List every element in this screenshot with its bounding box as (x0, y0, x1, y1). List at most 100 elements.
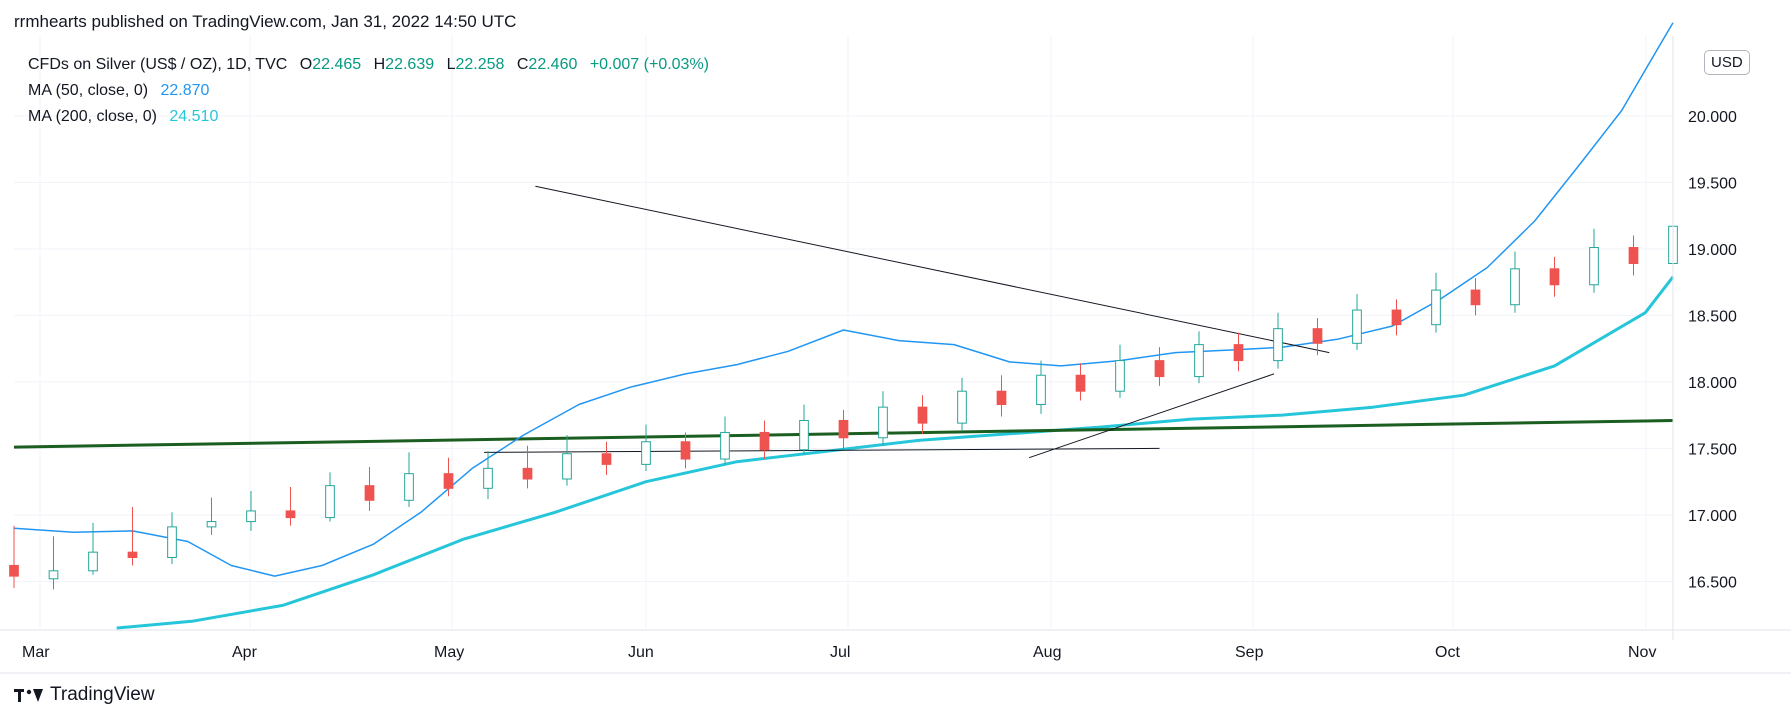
candle-body (1273, 328, 1283, 362)
candle (641, 424, 651, 472)
candle-body (206, 521, 217, 528)
candle (1549, 256, 1560, 297)
candle (1391, 299, 1402, 336)
symbol-label: CFDs on Silver (US$ / OZ), 1D, TVC (28, 56, 288, 73)
candle-body (325, 485, 335, 519)
candle-body (1431, 289, 1441, 326)
candle-body (246, 510, 256, 523)
candle-body (878, 406, 888, 439)
low-value: 22.258 (455, 56, 505, 73)
x-tick-label: Oct (1435, 644, 1460, 661)
x-tick-label: May (434, 644, 464, 661)
x-tick-label: Aug (1033, 644, 1061, 661)
tradingview-logo-icon (14, 689, 43, 702)
candle (1154, 347, 1165, 386)
trendlines (484, 185, 1330, 459)
candle (1233, 332, 1244, 372)
candle (1431, 272, 1441, 333)
candle-body (483, 467, 493, 489)
y-tick-label: 16.500 (1688, 574, 1737, 591)
candle (1589, 228, 1599, 293)
low-key: L (446, 56, 456, 73)
candle (957, 377, 967, 432)
ma50-line (13, 22, 1674, 577)
chart-legend: CFDs on Silver (US$ / OZ), 1D, TVC O22.4… (28, 52, 709, 130)
candle-body (404, 473, 414, 501)
candle (404, 452, 414, 507)
candle-body (9, 564, 19, 577)
candle (48, 536, 59, 590)
candle (325, 472, 335, 522)
candle (167, 512, 177, 565)
candle-body (1036, 374, 1046, 406)
candle-body (680, 441, 691, 460)
candle (1194, 331, 1204, 384)
y-tick-label: 19.500 (1688, 175, 1737, 192)
candle-body (957, 390, 967, 424)
candle (838, 409, 849, 450)
candle-body (562, 453, 572, 480)
y-tick-label: 17.000 (1688, 508, 1737, 525)
high-value: 22.639 (385, 56, 435, 73)
candle-body (1549, 268, 1560, 286)
ma200-label: MA (200, close, 0) (28, 108, 157, 125)
candle (799, 404, 809, 456)
x-tick-label: Mar (22, 644, 50, 661)
candle (522, 445, 533, 489)
candle (285, 486, 296, 526)
candle-body (641, 441, 651, 465)
candle-body (127, 551, 138, 558)
candle-body (996, 390, 1007, 406)
close-value: 22.460 (528, 56, 578, 73)
candle (1312, 318, 1323, 356)
ma50-label: MA (50, close, 0) (28, 82, 149, 99)
y-tick-label: 20.000 (1688, 109, 1737, 126)
trendline (484, 447, 1160, 453)
candle (1036, 360, 1046, 414)
x-tick-label: Jun (628, 644, 654, 661)
candle-body (1154, 360, 1165, 378)
candle (996, 375, 1007, 417)
legend-ma200-row: MA (200, close, 0) 24.510 (28, 104, 709, 130)
candle (759, 420, 770, 460)
tradingview-brand[interactable]: TradingView (14, 684, 155, 706)
trendline (1028, 373, 1275, 459)
high-key: H (373, 56, 386, 73)
candle-body (88, 551, 98, 572)
trendline (535, 185, 1330, 354)
currency-badge[interactable]: USD (1704, 50, 1750, 75)
candle (127, 506, 138, 566)
candle (878, 391, 888, 446)
candle-body (1628, 247, 1639, 264)
candle-body (443, 473, 454, 489)
candle (483, 451, 493, 499)
candle-body (1194, 344, 1204, 378)
x-tick-label: Sep (1235, 644, 1264, 661)
candle-body (1115, 360, 1125, 392)
candle-body (522, 467, 533, 480)
y-tick-label: 19.000 (1688, 242, 1737, 259)
legend-ma50-row: MA (50, close, 0) 22.870 (28, 78, 709, 104)
ma200-path (116, 275, 1675, 630)
candle (1628, 235, 1639, 276)
candle (88, 522, 98, 575)
candle-body (601, 453, 612, 465)
y-tick-label: 18.500 (1688, 308, 1737, 325)
candle-body (720, 431, 730, 460)
candle-body (799, 419, 809, 451)
x-tick-label: Nov (1628, 644, 1656, 661)
candle-body (167, 526, 177, 558)
candle-body (364, 485, 375, 501)
candle (206, 497, 217, 535)
ma50-path (13, 22, 1674, 577)
candle-body (1470, 289, 1481, 306)
candle-body (759, 431, 770, 451)
candle-body (838, 419, 849, 439)
candle (364, 467, 375, 511)
publisher-line: rrmhearts published on TradingView.com, … (14, 12, 517, 31)
candle (1510, 251, 1520, 313)
candle (601, 441, 612, 476)
candle (917, 395, 928, 434)
candle (1470, 278, 1481, 316)
